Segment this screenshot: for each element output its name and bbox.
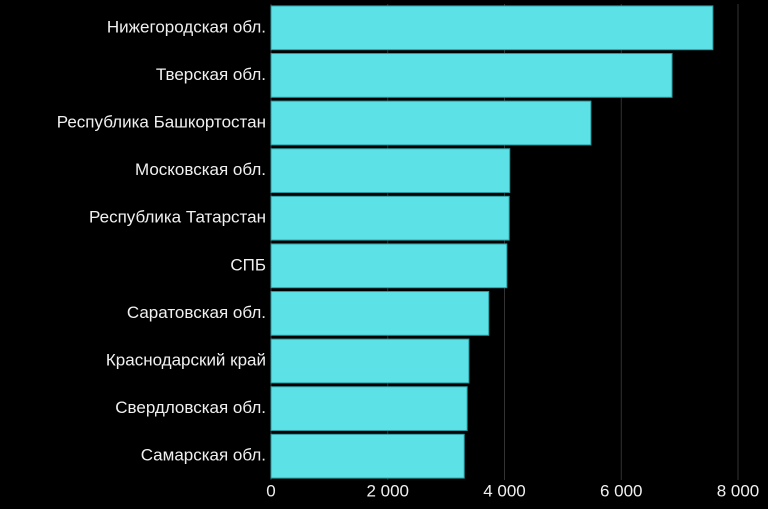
bar — [270, 291, 490, 336]
y-tick-label: СПБ — [230, 255, 266, 274]
x-tick-label: 2 000 — [366, 481, 409, 500]
bar — [270, 386, 468, 431]
bar — [270, 5, 714, 51]
y-tick-label: Свердловская обл. — [115, 398, 266, 417]
bar — [270, 195, 510, 241]
y-tick-label: Республика Башкортостан — [57, 112, 266, 131]
y-tick-label: Самарская обл. — [141, 446, 266, 465]
bar — [270, 433, 465, 479]
y-tick-label: Московская обл. — [135, 160, 266, 179]
bar — [270, 338, 470, 384]
bar — [270, 243, 508, 289]
x-tick-label: 6 000 — [600, 481, 643, 500]
x-tick-label: 4 000 — [483, 481, 526, 500]
y-tick-label: Тверская обл. — [156, 65, 266, 84]
x-tick-label: 0 — [266, 481, 275, 500]
y-tick-label: Саратовская обл. — [127, 303, 266, 322]
y-tick-label: Краснодарский край — [106, 350, 266, 369]
bar — [270, 148, 511, 193]
x-tick-label: 8 000 — [717, 481, 760, 500]
bar — [270, 53, 673, 98]
bar — [270, 100, 592, 146]
y-tick-label: Нижегородская обл. — [107, 17, 266, 36]
y-tick-label: Республика Татарстан — [89, 208, 266, 227]
